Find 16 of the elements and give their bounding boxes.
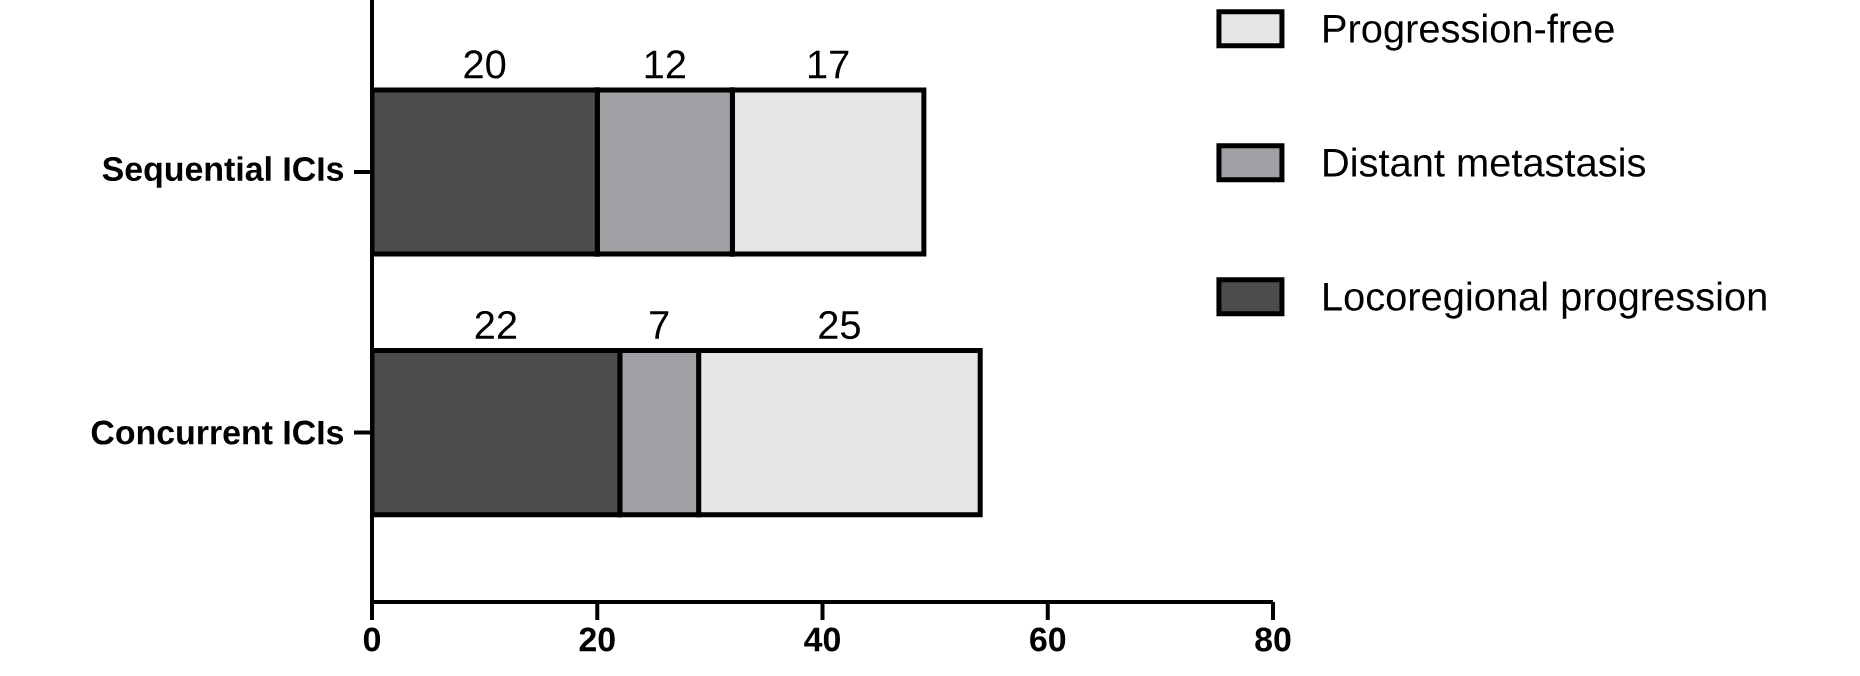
x-tick-label: 0 bbox=[363, 627, 381, 652]
y-tick-label: Sequential ICIs bbox=[102, 156, 344, 188]
x-tick-label: 40 bbox=[804, 627, 840, 652]
x-tick-label: 80 bbox=[1255, 627, 1291, 652]
y-tick-label: Concurrent ICIs bbox=[91, 420, 344, 445]
legend-label: Locoregional progression bbox=[1324, 281, 1766, 319]
data-label: 20 bbox=[464, 50, 506, 79]
legend-label: Distant metastasis bbox=[1324, 147, 1645, 177]
legend-label: Progression-free bbox=[1324, 13, 1614, 51]
x-tick-label: 20 bbox=[579, 627, 615, 652]
data-label: 25 bbox=[819, 310, 860, 340]
data-label: 7 bbox=[650, 311, 669, 339]
data-label: 22 bbox=[475, 310, 517, 339]
data-label: 17 bbox=[809, 50, 849, 79]
x-tick-label: 60 bbox=[1030, 627, 1066, 652]
data-label: 12 bbox=[645, 50, 685, 79]
